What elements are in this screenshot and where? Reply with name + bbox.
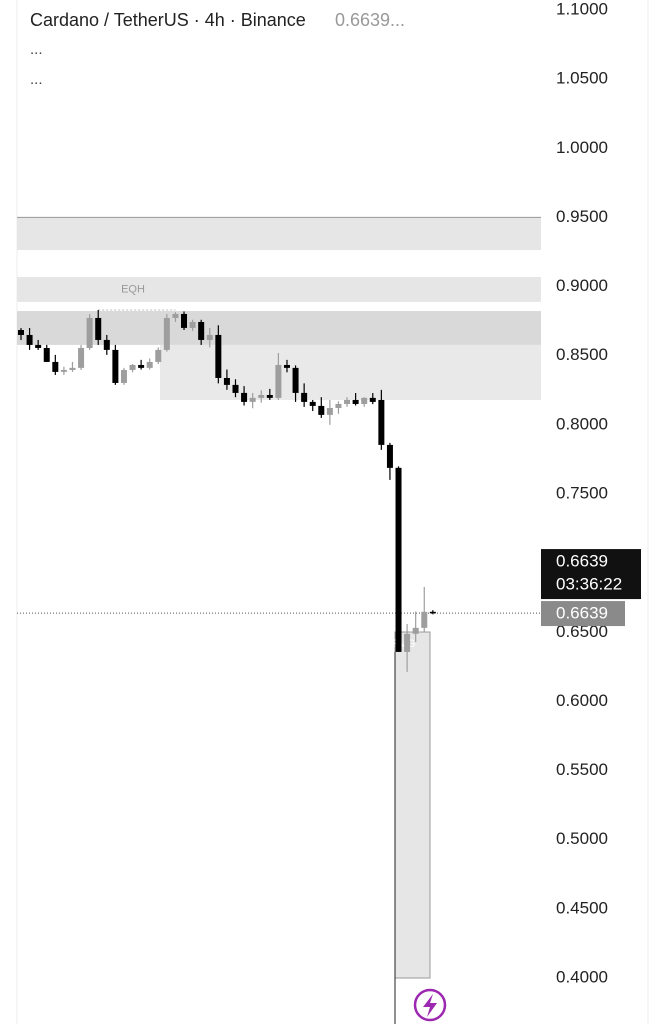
y-tick-label: 0.7500 xyxy=(556,483,608,502)
candle-body xyxy=(146,361,153,368)
y-tick-label: 0.8000 xyxy=(556,414,608,433)
y-tick-label: 1.0000 xyxy=(556,138,608,157)
candle-body xyxy=(309,401,316,406)
candle-body xyxy=(275,364,282,398)
candle-body xyxy=(60,369,67,372)
candle-body xyxy=(266,394,273,398)
info-line: ... xyxy=(30,71,43,88)
candle-body xyxy=(26,334,33,345)
candle-body xyxy=(172,313,179,318)
candle-body xyxy=(326,407,333,415)
candle-body xyxy=(189,321,196,328)
y-tick-label: 0.4500 xyxy=(556,898,608,917)
candle-body xyxy=(103,339,110,350)
candle-body xyxy=(206,334,213,340)
candle-body xyxy=(69,367,76,370)
candle-body xyxy=(138,364,145,368)
candle-body xyxy=(249,397,256,402)
price-box xyxy=(541,549,641,600)
candle-body xyxy=(258,394,265,398)
candle-body xyxy=(198,321,205,340)
info-line: ... xyxy=(30,41,43,58)
flash-icon[interactable] xyxy=(413,988,447,1022)
candle-body xyxy=(421,611,428,628)
y-tick-label: 0.8500 xyxy=(556,345,608,364)
candle-body xyxy=(292,367,299,393)
zone xyxy=(17,311,541,345)
candle-body xyxy=(395,467,402,652)
candle-body xyxy=(241,392,248,402)
candle-body xyxy=(43,347,50,362)
price-text: 0.6639... xyxy=(335,10,405,30)
candle-body xyxy=(386,444,393,468)
candle-body xyxy=(181,313,188,328)
candle-body xyxy=(232,384,239,393)
candle-body xyxy=(412,627,419,634)
price-box-value: 0.6639 xyxy=(556,552,608,571)
zone-label: EQH xyxy=(121,283,145,295)
candle-body xyxy=(120,369,127,383)
candle-body xyxy=(352,399,359,404)
candle-body xyxy=(86,317,93,348)
candle-body xyxy=(35,344,42,348)
candle-body xyxy=(404,633,411,652)
y-tick-label: 0.6500 xyxy=(556,622,608,641)
candle-body xyxy=(344,399,351,404)
y-tick-label: 0.4000 xyxy=(556,967,608,986)
candle-body xyxy=(52,361,59,372)
marker-box-value: 0.6639 xyxy=(556,604,608,623)
candle-body xyxy=(318,405,325,415)
zone xyxy=(17,217,541,251)
zone xyxy=(160,344,541,400)
y-tick-label: 1.0500 xyxy=(556,69,608,88)
candle-body xyxy=(215,334,222,378)
zone xyxy=(394,631,431,979)
marker-box xyxy=(541,601,625,627)
y-tick-label: 0.6000 xyxy=(556,691,608,710)
candle-body xyxy=(129,364,136,370)
candle-body xyxy=(155,349,162,362)
countdown: 03:36:22 xyxy=(556,575,622,594)
zone xyxy=(17,277,541,302)
candle-body xyxy=(78,347,85,368)
y-tick-label: 1.1000 xyxy=(556,0,608,18)
candle-body xyxy=(361,397,368,404)
candle-body xyxy=(369,397,376,402)
candle-body xyxy=(301,392,308,402)
candle-body xyxy=(163,317,170,350)
candle-body xyxy=(95,317,102,340)
candle-body xyxy=(283,364,290,368)
y-tick-label: 0.5500 xyxy=(556,760,608,779)
y-tick-label: 0.5000 xyxy=(556,829,608,848)
candle-body xyxy=(18,329,24,335)
candle-body xyxy=(112,349,119,383)
y-tick-label: 0.9500 xyxy=(556,207,608,226)
candle-body xyxy=(335,403,342,408)
candle-body xyxy=(223,377,230,385)
chart-title: Cardano / TetherUS · 4h · Binance xyxy=(30,10,306,30)
candle-body xyxy=(378,399,385,445)
y-tick-label: 0.9000 xyxy=(556,276,608,295)
candle-body xyxy=(429,611,436,614)
